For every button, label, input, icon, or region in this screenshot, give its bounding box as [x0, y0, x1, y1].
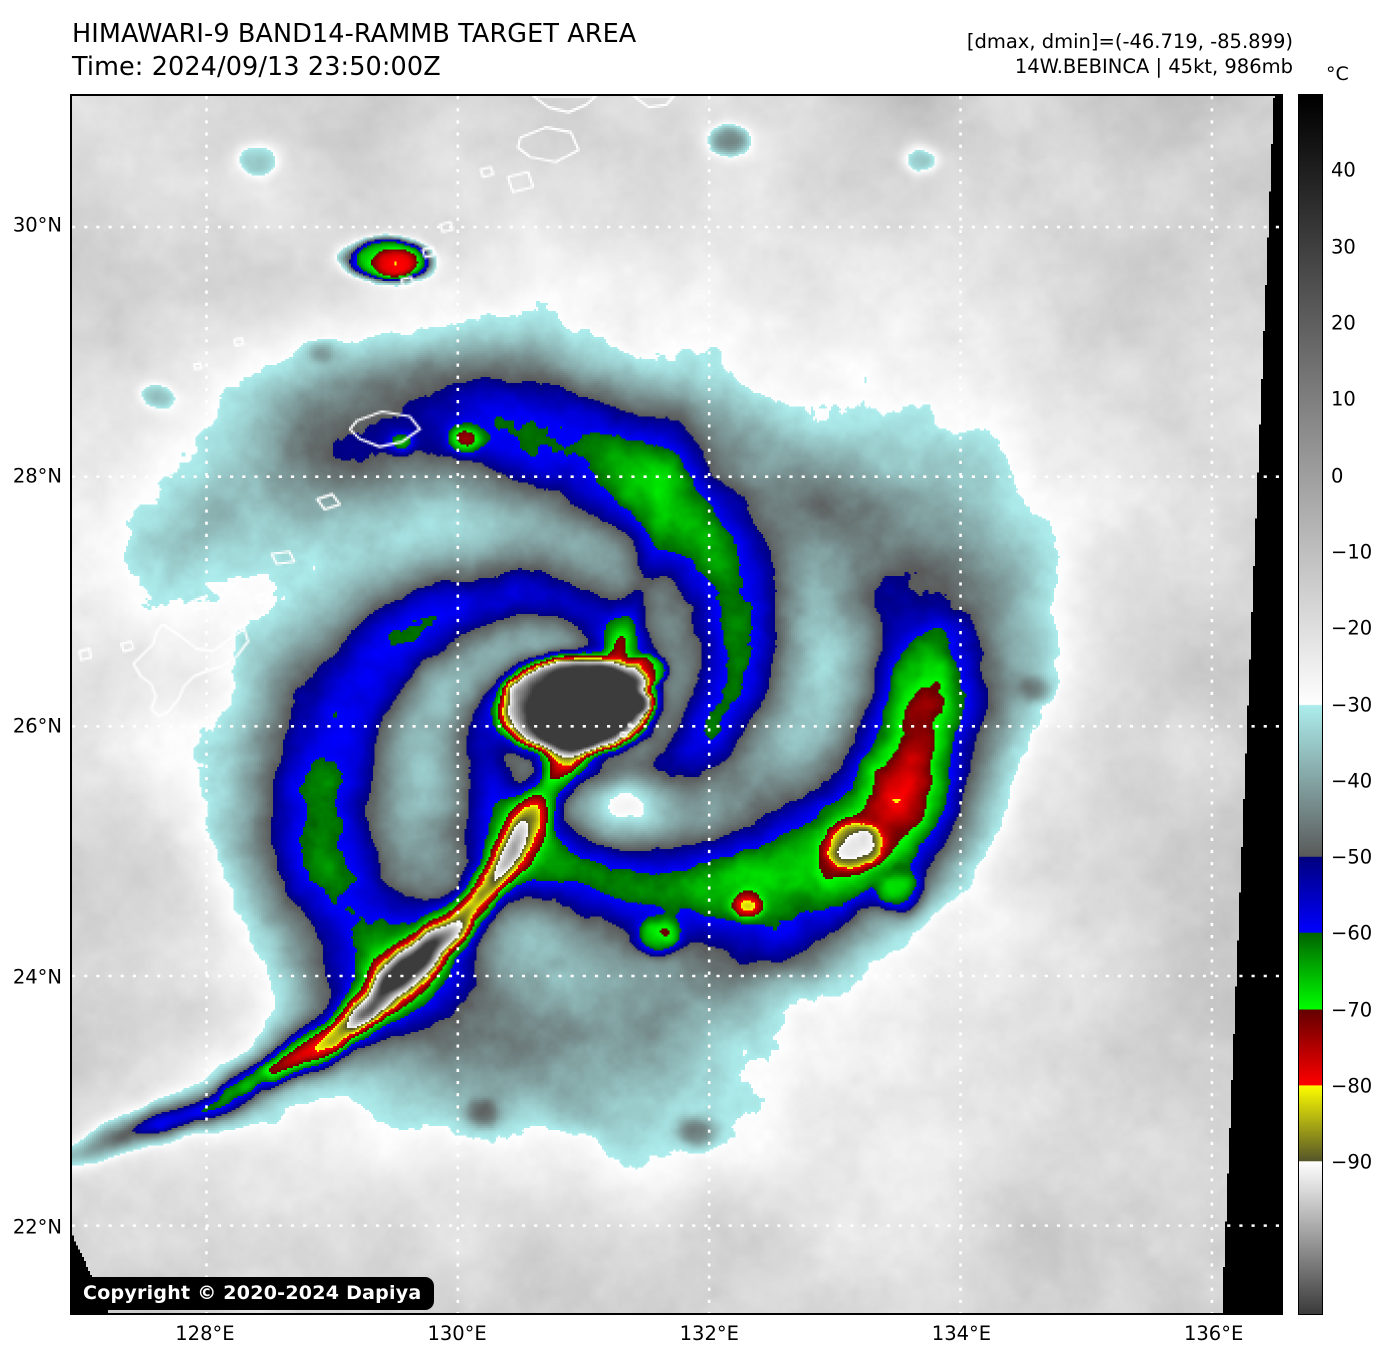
- x-axis-tick-0: 128°E: [175, 1322, 235, 1345]
- y-axis-tick-0: 30°N: [12, 213, 62, 237]
- y-axis-tick-3: 24°N: [12, 965, 62, 989]
- colorbar-tick-9: −50: [1331, 845, 1373, 869]
- colorbar-tick-6: −20: [1331, 616, 1373, 640]
- graticule-grid: [72, 96, 1281, 1313]
- colorbar-tick-13: −90: [1331, 1150, 1373, 1174]
- dminmax-label: [dmax, dmin]=(-46.719, -85.899): [966, 30, 1293, 53]
- metadata-block: [dmax, dmin]=(-46.719, -85.899) 14W.BEBI…: [967, 30, 1293, 80]
- colorbar-tick-1: 30: [1331, 235, 1356, 259]
- colorbar-tick-11: −70: [1331, 998, 1373, 1022]
- colorbar-tick-4: 0: [1331, 464, 1344, 488]
- colorbar-gradient: [1299, 95, 1322, 1314]
- colorbar-tick-3: 10: [1331, 387, 1356, 411]
- x-axis-tick-3: 134°E: [931, 1322, 992, 1345]
- colorbar-unit-label: °C: [1326, 63, 1349, 85]
- colorbar-tick-10: −60: [1331, 921, 1373, 945]
- colorbar-tick-2: 20: [1331, 311, 1356, 335]
- x-axis-tick-2: 132°E: [679, 1322, 739, 1345]
- colorbar: [1298, 94, 1323, 1315]
- colorbar-tick-12: −80: [1331, 1074, 1373, 1098]
- timestamp-label: Time: 2024/09/13 23:50:00Z: [72, 52, 441, 83]
- colorbar-tick-5: −10: [1331, 540, 1373, 564]
- satellite-ir-canvas: [72, 96, 1281, 1313]
- colorbar-tick-0: 40: [1331, 158, 1356, 182]
- satellite-image-plot[interactable]: [70, 94, 1283, 1315]
- y-axis-tick-2: 26°N: [12, 714, 62, 738]
- x-axis-tick-4: 136°E: [1183, 1322, 1244, 1345]
- y-axis-tick-4: 22°N: [12, 1215, 62, 1239]
- copyright-watermark: Copyright © 2020-2024 Dapiya: [70, 1277, 435, 1310]
- y-axis-tick-1: 28°N: [12, 464, 62, 488]
- page-title: HIMAWARI-9 BAND14-RAMMB TARGET AREA: [72, 19, 637, 49]
- title-block: HIMAWARI-9 BAND14-RAMMB TARGET AREA Time…: [72, 18, 636, 84]
- storm-info-label: 14W.BEBINCA | 45kt, 986mb: [1014, 54, 1293, 78]
- x-axis-tick-1: 130°E: [427, 1322, 487, 1345]
- colorbar-tick-7: −30: [1331, 693, 1373, 716]
- colorbar-tick-8: −40: [1331, 769, 1373, 793]
